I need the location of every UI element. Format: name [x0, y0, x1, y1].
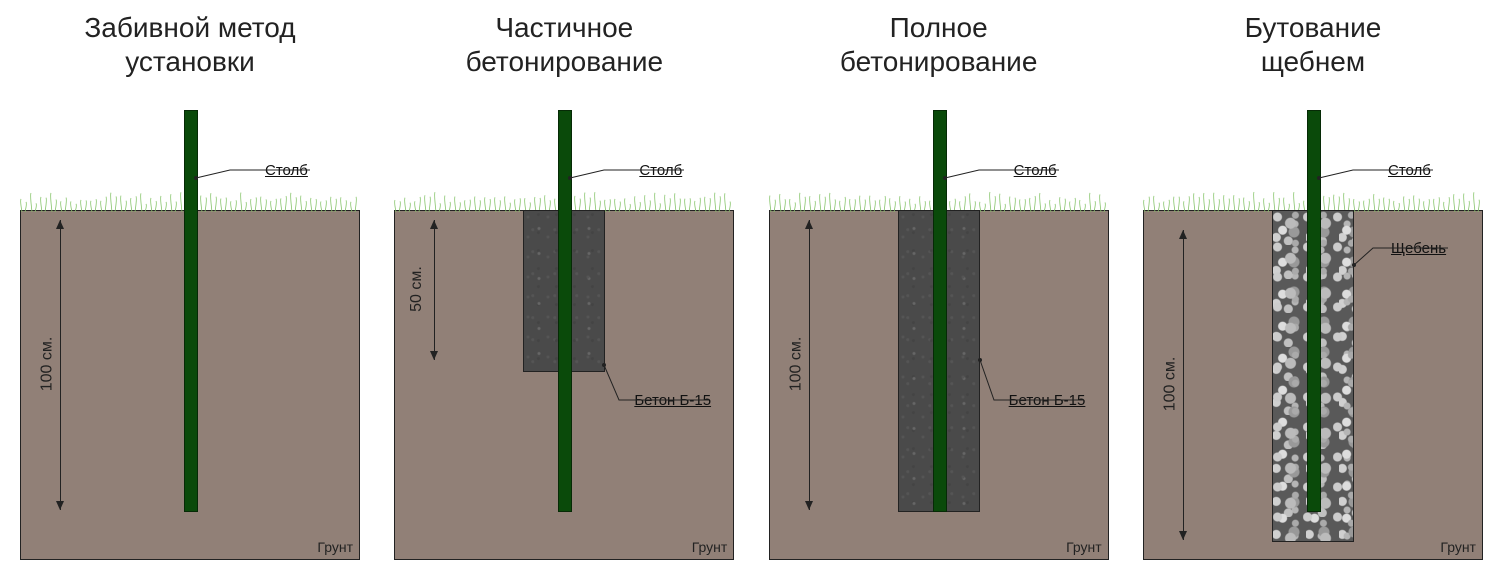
dimension-line [434, 220, 435, 360]
callout-concrete: Бетон Б-15 [634, 392, 711, 409]
dimension-line [809, 220, 810, 510]
panel-title: Частичное бетонирование [466, 0, 664, 90]
callout-post: Столб [265, 162, 308, 179]
dimension-label: 100 см. [1161, 357, 1179, 412]
diagram-container: Забивной метод установки Грунт 100 см. Стол… [0, 0, 1503, 573]
panel-gravel: Бутование щебнем Грунт 100 см. Столб Щебень [1133, 0, 1493, 573]
dimension-line [1183, 230, 1184, 540]
post [933, 110, 947, 512]
panel-partial: Частичное бетонированиеГрунт 50 см. Столб … [384, 0, 744, 573]
callout-label: Бетон Б-15 [1009, 392, 1086, 409]
callout-gravel: Щебень [1391, 240, 1446, 257]
panel-driven: Забивной метод установки Грунт 100 см. Стол… [10, 0, 370, 573]
callout-post: Столб [1014, 162, 1057, 179]
callout-post: Столб [1388, 162, 1431, 179]
callout-post: Столб [639, 162, 682, 179]
panel-title: Забивной метод установки [84, 0, 295, 90]
diagram: Грунт 100 см. Столб [10, 90, 370, 560]
post [1307, 110, 1321, 512]
callout-concrete: Бетон Б-15 [1009, 392, 1086, 409]
dimension-label: 100 см. [38, 337, 56, 392]
dimension-label: 100 см. [787, 337, 805, 392]
panel-title: Бутование щебнем [1245, 0, 1382, 90]
panel-full: Полное бетонирование Грунт 100 см. Столб Бе… [759, 0, 1119, 573]
callout-label: Столб [265, 162, 308, 179]
panel-title: Полное бетонирование [840, 0, 1038, 90]
ground-label: Грунт [1440, 539, 1476, 555]
callout-label: Бетон Б-15 [634, 392, 711, 409]
diagram: Грунт 100 см. Столб Щебень [1133, 90, 1493, 560]
dimension-line [60, 220, 61, 510]
post [184, 110, 198, 512]
callout-label: Столб [639, 162, 682, 179]
callout-label: Щебень [1391, 240, 1446, 257]
ground-label: Грунт [1066, 539, 1102, 555]
ground-label: Грунт [317, 539, 353, 555]
ground-label: Грунт [692, 539, 728, 555]
dimension-label: 50 см. [408, 266, 426, 312]
diagram: Грунт 50 см. Столб Бетон Б-15 [384, 90, 744, 560]
callout-label: Столб [1388, 162, 1431, 179]
diagram: Грунт 100 см. Столб Бетон Б-15 [759, 90, 1119, 560]
post [558, 110, 572, 512]
callout-label: Столб [1014, 162, 1057, 179]
